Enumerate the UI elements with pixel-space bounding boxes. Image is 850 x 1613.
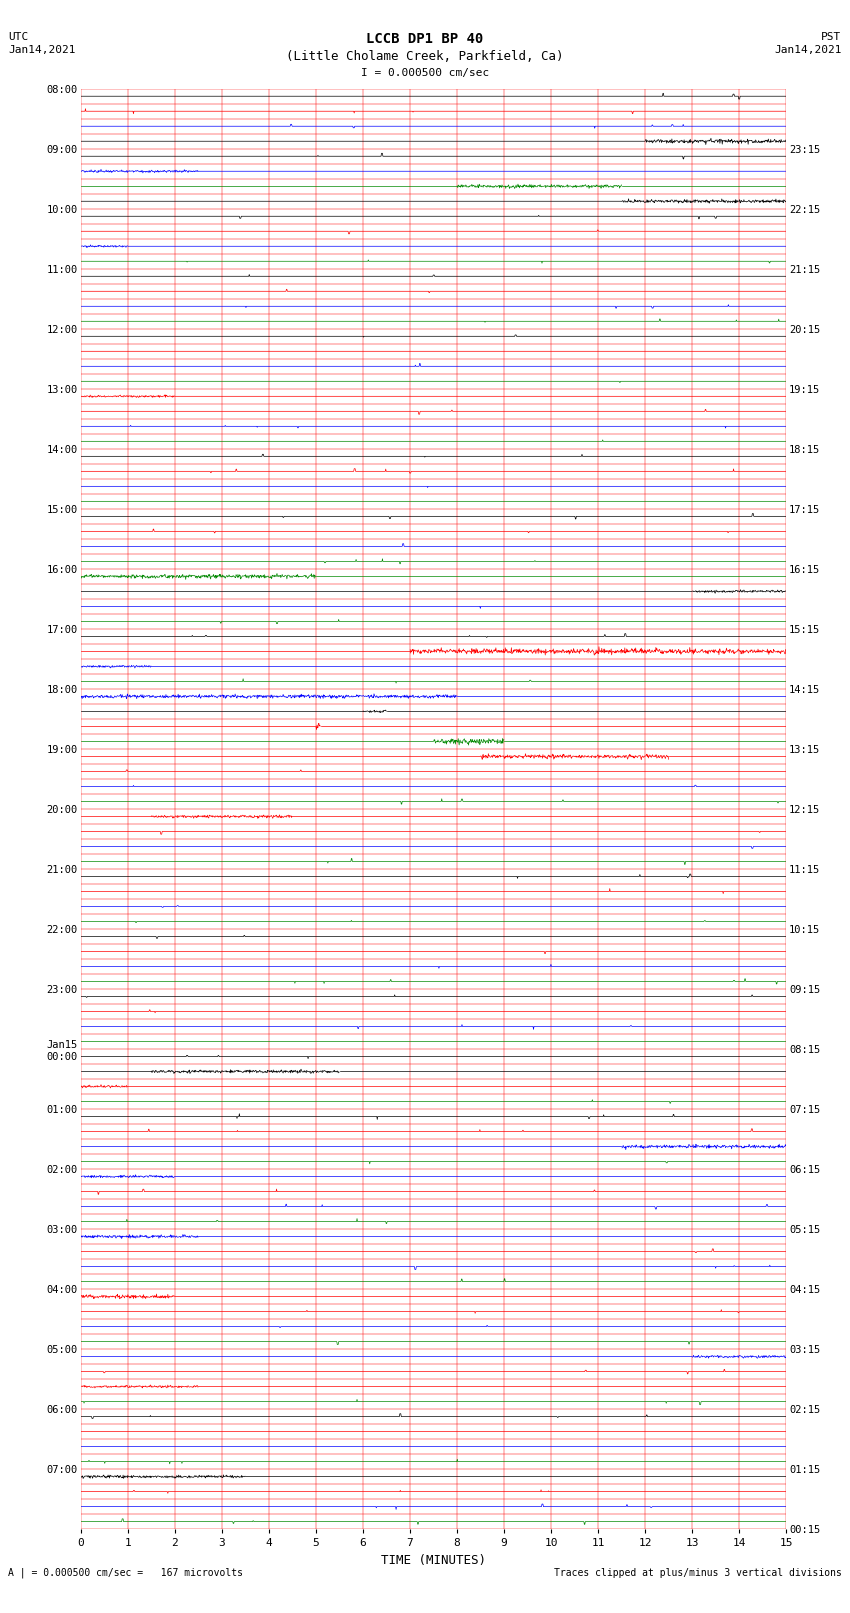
Text: Traces clipped at plus/minus 3 vertical divisions: Traces clipped at plus/minus 3 vertical … [553,1568,842,1578]
Text: I = 0.000500 cm/sec: I = 0.000500 cm/sec [361,68,489,77]
Text: Jan14,2021: Jan14,2021 [774,45,842,55]
Text: (Little Cholame Creek, Parkfield, Ca): (Little Cholame Creek, Parkfield, Ca) [286,50,564,63]
Text: A | = 0.000500 cm/sec =   167 microvolts: A | = 0.000500 cm/sec = 167 microvolts [8,1568,243,1579]
Text: LCCB DP1 BP 40: LCCB DP1 BP 40 [366,32,484,47]
Text: Jan14,2021: Jan14,2021 [8,45,76,55]
X-axis label: TIME (MINUTES): TIME (MINUTES) [381,1553,486,1566]
Text: UTC: UTC [8,32,29,42]
Text: PST: PST [821,32,842,42]
